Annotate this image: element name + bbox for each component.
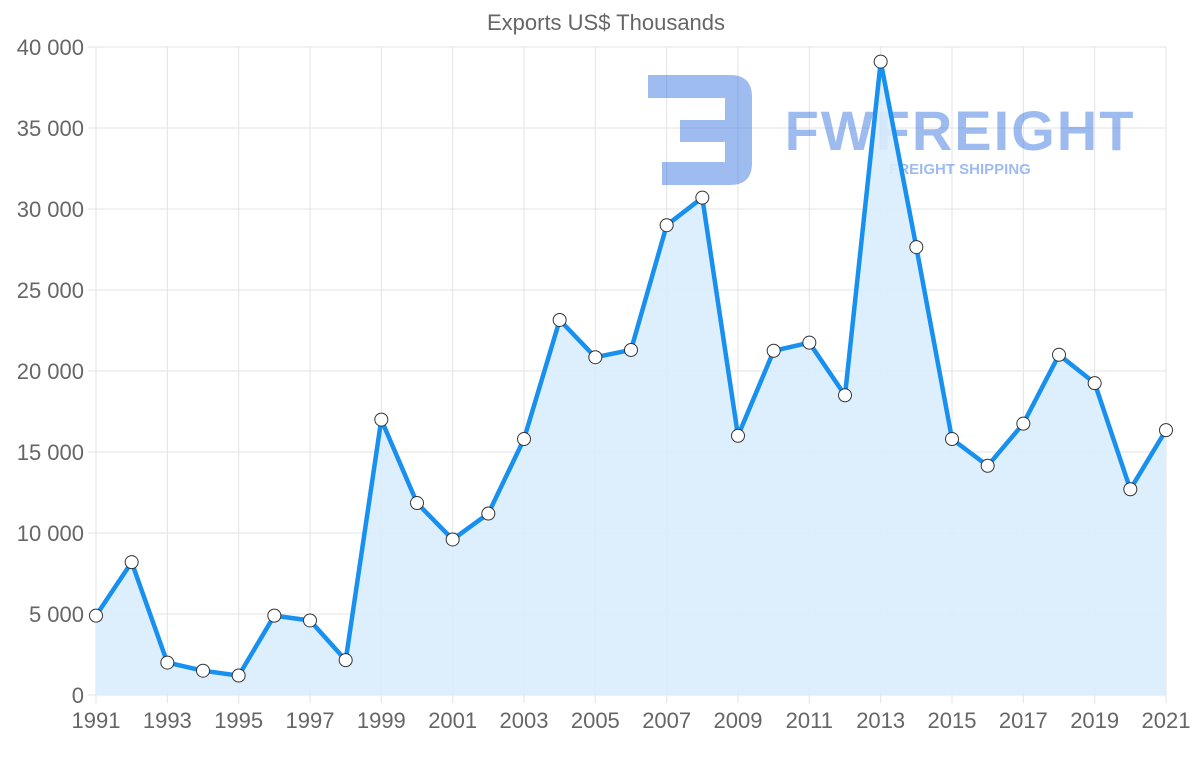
watermark-logo: FWFREIGHT FREIGHT SHIPPING	[648, 75, 1136, 185]
data-point	[552, 312, 567, 327]
y-tick-label: 20 000	[17, 359, 84, 384]
x-tick-label: 1993	[143, 708, 192, 733]
data-point	[231, 668, 246, 683]
y-tick-label: 0	[72, 683, 84, 708]
data-point	[873, 54, 888, 69]
y-axis: 0 5 000 10 000 15 000 20 000 25 000 30 000 35 0…	[17, 35, 84, 708]
x-tick-label: 2001	[428, 708, 477, 733]
y-tick-label: 15 000	[17, 440, 84, 465]
x-tick-label: 2013	[856, 708, 905, 733]
data-point	[481, 506, 496, 521]
data-point	[766, 343, 781, 358]
data-point	[196, 663, 210, 678]
x-tick-label: 1995	[214, 708, 263, 733]
data-point	[410, 496, 424, 511]
data-point	[124, 555, 139, 570]
x-tick-label: 2015	[928, 708, 977, 733]
data-point	[338, 653, 353, 668]
data-point	[1087, 376, 1102, 391]
x-tick-label: 2005	[571, 708, 620, 733]
data-point	[517, 432, 531, 447]
chart-title: Exports US$ Thousands	[487, 10, 725, 35]
data-point	[445, 532, 460, 547]
x-tick-label: 2019	[1070, 708, 1119, 733]
series-area	[96, 61, 1166, 696]
data-point	[980, 458, 995, 473]
x-tick-label: 1997	[286, 708, 335, 733]
data-point	[838, 388, 852, 403]
data-point	[659, 218, 674, 233]
y-tick-label: 35 000	[17, 116, 84, 141]
x-tick-label: 1991	[72, 708, 121, 733]
watermark-tagline: FREIGHT SHIPPING	[889, 161, 1031, 178]
data-point	[1016, 416, 1031, 431]
y-tick-label: 5 000	[29, 602, 84, 627]
x-tick-label: 2021	[1142, 708, 1191, 733]
data-point	[267, 608, 282, 623]
x-tick-label: 2011	[786, 708, 833, 733]
x-tick-label: 2017	[999, 708, 1048, 733]
data-point	[731, 428, 745, 443]
data-point	[1159, 423, 1173, 438]
data-point	[303, 613, 317, 628]
data-point	[909, 240, 924, 255]
data-point	[588, 350, 603, 365]
data-point	[1052, 347, 1066, 362]
data-point	[374, 412, 389, 427]
y-tick-label: 25 000	[17, 278, 84, 303]
y-tick-label: 30 000	[17, 197, 84, 222]
data-point	[695, 190, 710, 205]
data-point	[802, 335, 817, 350]
y-tick-label: 10 000	[17, 521, 84, 546]
x-axis: 1991 1993 1995 1997 1999 2001 2003 2005 2007 2009…	[72, 708, 1191, 733]
watermark-brand: FWFREIGHT	[785, 99, 1136, 162]
data-point	[1123, 482, 1138, 497]
x-tick-label: 2007	[642, 708, 691, 733]
x-tick-label: 1999	[357, 708, 406, 733]
data-point	[160, 655, 175, 670]
data-point	[945, 432, 959, 447]
series	[89, 54, 1173, 696]
data-point	[89, 608, 103, 623]
data-point	[624, 342, 638, 357]
x-tick-label: 2003	[500, 708, 549, 733]
logo-mark-icon	[648, 75, 752, 185]
x-tick-label: 2009	[714, 708, 763, 733]
y-tick-label: 40 000	[17, 35, 84, 60]
